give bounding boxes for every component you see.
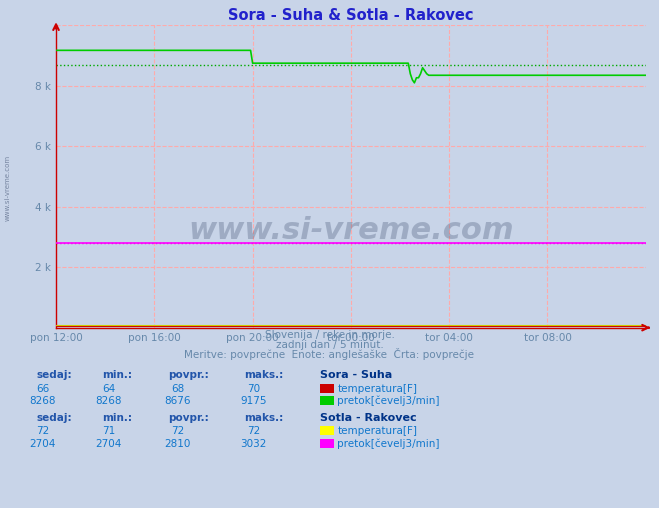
Text: min.:: min.: [102,370,132,380]
Text: maks.:: maks.: [244,412,283,423]
Text: pretok[čevelj3/min]: pretok[čevelj3/min] [337,395,440,406]
Text: 72: 72 [171,426,185,436]
Text: povpr.:: povpr.: [168,370,209,380]
Text: 8268: 8268 [30,396,56,406]
Text: 64: 64 [102,384,115,394]
Text: zadnji dan / 5 minut.: zadnji dan / 5 minut. [275,340,384,350]
Text: povpr.:: povpr.: [168,412,209,423]
Text: www.si-vreme.com: www.si-vreme.com [5,155,11,221]
Text: Meritve: povprečne  Enote: anglešaške  Črta: povprečje: Meritve: povprečne Enote: anglešaške Črt… [185,348,474,360]
Text: 70: 70 [247,384,260,394]
Text: 71: 71 [102,426,115,436]
Text: 2704: 2704 [30,439,56,449]
Text: temperatura[F]: temperatura[F] [337,426,417,436]
Text: 68: 68 [171,384,185,394]
Text: maks.:: maks.: [244,370,283,380]
Text: 8676: 8676 [165,396,191,406]
Text: Slovenija / reke in morje.: Slovenija / reke in morje. [264,330,395,340]
Text: pretok[čevelj3/min]: pretok[čevelj3/min] [337,438,440,449]
Text: temperatura[F]: temperatura[F] [337,384,417,394]
Title: Sora - Suha & Sotla - Rakovec: Sora - Suha & Sotla - Rakovec [228,8,474,23]
Text: 8268: 8268 [96,396,122,406]
Text: Sora - Suha: Sora - Suha [320,370,392,380]
Text: 2704: 2704 [96,439,122,449]
Text: min.:: min.: [102,412,132,423]
Text: 72: 72 [247,426,260,436]
Text: 2810: 2810 [165,439,191,449]
Text: 66: 66 [36,384,49,394]
Text: 3032: 3032 [241,439,267,449]
Text: sedaj:: sedaj: [36,412,72,423]
Text: 72: 72 [36,426,49,436]
Text: Sotla - Rakovec: Sotla - Rakovec [320,412,416,423]
Text: 9175: 9175 [241,396,267,406]
Text: www.si-vreme.com: www.si-vreme.com [188,216,514,245]
Text: sedaj:: sedaj: [36,370,72,380]
